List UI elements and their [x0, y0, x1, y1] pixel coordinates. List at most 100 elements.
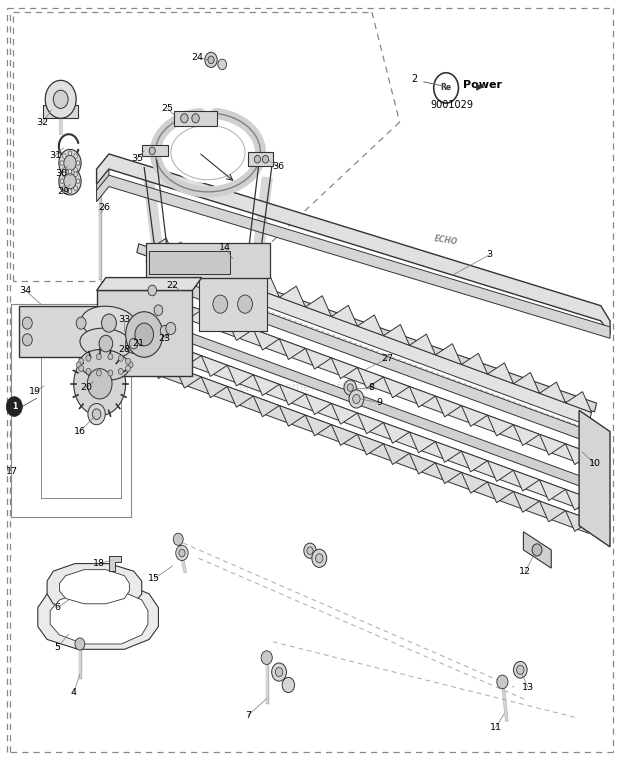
Circle shape [63, 172, 66, 176]
Circle shape [516, 665, 524, 674]
Text: 12: 12 [520, 567, 531, 575]
Polygon shape [146, 243, 270, 277]
Polygon shape [461, 451, 487, 472]
Circle shape [79, 358, 84, 364]
Circle shape [126, 358, 130, 364]
Polygon shape [146, 269, 591, 442]
Circle shape [262, 156, 268, 163]
Polygon shape [357, 434, 383, 455]
Polygon shape [383, 377, 409, 397]
Circle shape [68, 169, 72, 173]
Polygon shape [357, 315, 383, 336]
Circle shape [76, 317, 86, 329]
Circle shape [208, 56, 214, 64]
Circle shape [108, 370, 113, 376]
Circle shape [344, 380, 356, 395]
Text: 17: 17 [6, 467, 18, 476]
Circle shape [74, 154, 78, 158]
Circle shape [205, 52, 217, 68]
Text: 4: 4 [71, 688, 77, 697]
Polygon shape [383, 325, 409, 345]
Circle shape [307, 547, 313, 555]
Polygon shape [409, 453, 435, 474]
Polygon shape [149, 238, 175, 259]
Polygon shape [435, 344, 461, 365]
Polygon shape [254, 375, 280, 395]
Circle shape [213, 295, 228, 313]
Polygon shape [80, 328, 131, 359]
Polygon shape [74, 352, 126, 416]
Polygon shape [47, 564, 142, 611]
Polygon shape [228, 267, 254, 288]
Text: ECHO: ECHO [433, 234, 459, 247]
Circle shape [161, 325, 169, 336]
Text: 20: 20 [80, 383, 92, 392]
Circle shape [64, 156, 76, 171]
Polygon shape [175, 301, 202, 321]
Polygon shape [523, 532, 551, 568]
Polygon shape [97, 175, 610, 338]
Circle shape [79, 366, 84, 372]
Polygon shape [383, 423, 409, 443]
Polygon shape [435, 442, 461, 462]
Text: 2: 2 [411, 74, 417, 84]
Polygon shape [332, 306, 357, 326]
Circle shape [22, 334, 32, 346]
Polygon shape [280, 385, 306, 405]
Text: 9: 9 [376, 398, 383, 407]
Circle shape [349, 390, 364, 408]
Circle shape [68, 151, 72, 156]
Polygon shape [513, 372, 539, 393]
Text: 32: 32 [37, 118, 49, 127]
Polygon shape [97, 154, 610, 334]
Circle shape [149, 147, 156, 155]
Text: 5: 5 [55, 642, 61, 651]
Circle shape [316, 554, 323, 563]
Text: 8: 8 [369, 383, 375, 392]
Polygon shape [80, 350, 130, 380]
Circle shape [68, 188, 72, 193]
Circle shape [126, 312, 163, 357]
Circle shape [237, 295, 252, 313]
Circle shape [96, 370, 101, 376]
Text: Re: Re [441, 84, 451, 93]
Circle shape [59, 150, 81, 176]
Circle shape [108, 353, 113, 359]
Text: 15: 15 [148, 575, 160, 583]
Polygon shape [38, 584, 159, 649]
Circle shape [22, 317, 32, 329]
Polygon shape [435, 396, 461, 417]
Polygon shape [565, 489, 591, 510]
Circle shape [175, 546, 188, 561]
Polygon shape [513, 425, 539, 445]
Circle shape [126, 366, 130, 372]
Circle shape [312, 549, 327, 568]
Polygon shape [565, 391, 591, 413]
Text: 6: 6 [55, 603, 61, 612]
Polygon shape [19, 306, 97, 357]
Polygon shape [565, 444, 591, 464]
Circle shape [513, 661, 527, 678]
Text: 18: 18 [92, 559, 104, 568]
Circle shape [86, 355, 91, 361]
Circle shape [272, 663, 286, 681]
Text: 19: 19 [29, 387, 41, 396]
Circle shape [353, 394, 360, 404]
Polygon shape [357, 367, 383, 388]
Text: 23: 23 [159, 334, 170, 343]
Polygon shape [202, 377, 228, 397]
Circle shape [128, 362, 133, 368]
Circle shape [60, 161, 64, 166]
Polygon shape [137, 244, 596, 412]
Circle shape [76, 161, 80, 166]
Text: Power: Power [463, 80, 502, 90]
Circle shape [282, 677, 294, 692]
Text: 29: 29 [58, 188, 70, 196]
Circle shape [53, 90, 68, 109]
Text: 14: 14 [219, 242, 231, 252]
Text: 13: 13 [521, 682, 534, 692]
Polygon shape [97, 169, 109, 192]
Polygon shape [513, 470, 539, 491]
Text: 7: 7 [245, 711, 251, 720]
Polygon shape [149, 291, 175, 312]
